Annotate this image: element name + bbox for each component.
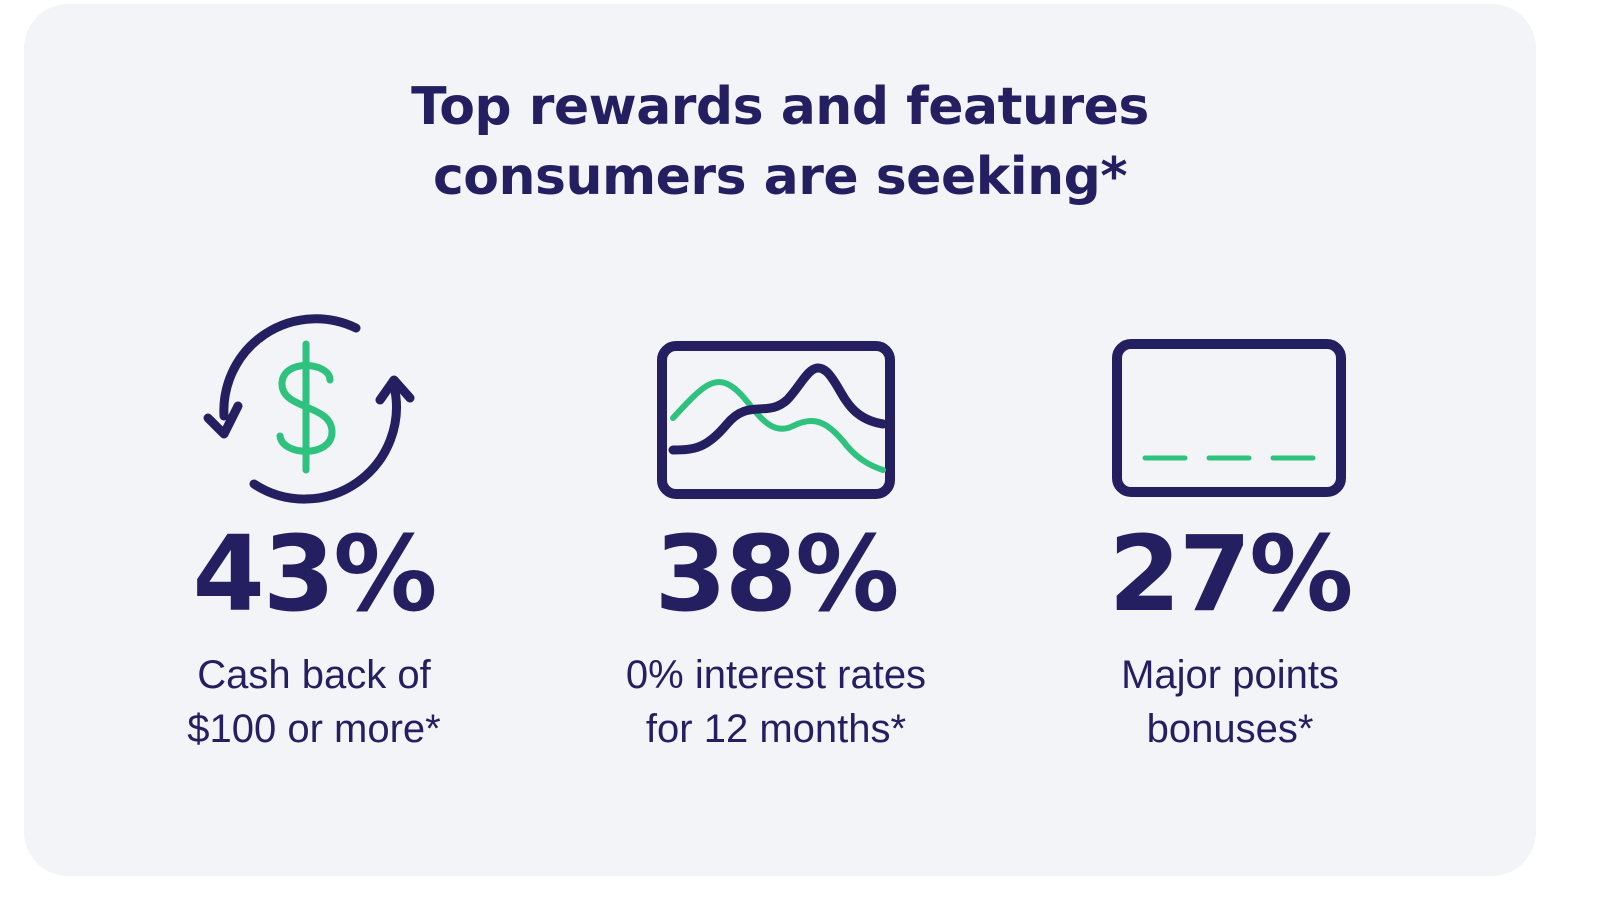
page-title: Top rewards and features consumers are s… <box>0 72 1560 212</box>
stat-points-bonuses: 27% Major points bonuses* <box>1020 300 1440 770</box>
cash-back-cycle-icon <box>104 300 524 510</box>
credit-card-icon <box>1020 300 1440 510</box>
stat-label-line-1: Cash back of <box>197 653 431 697</box>
stat-label: 0% interest rates for 12 months* <box>566 648 986 756</box>
interest-chart-icon <box>566 300 986 510</box>
stat-value: 38% <box>654 513 900 635</box>
stat-cash-back: 43% Cash back of $100 or more* <box>104 300 524 770</box>
stat-value: 27% <box>1108 513 1354 635</box>
stat-value: 43% <box>192 513 438 635</box>
title-line-1: Top rewards and features <box>411 77 1149 137</box>
stat-label: Major points bonuses* <box>1020 648 1440 756</box>
stat-label-line-2: bonuses* <box>1146 707 1314 751</box>
stat-label-line-2: for 12 months* <box>645 707 907 751</box>
stat-label-line-1: Major points <box>1121 653 1339 697</box>
stat-interest-rates: 38% 0% interest rates for 12 months* <box>566 300 986 770</box>
title-line-2: consumers are seeking* <box>432 147 1128 207</box>
stat-label-line-2: $100 or more* <box>187 707 441 751</box>
interest-chart-svg <box>657 341 895 499</box>
credit-card-svg <box>1112 339 1346 497</box>
infographic-card <box>24 4 1536 876</box>
cash-back-cycle-svg <box>203 314 415 504</box>
stat-label-line-1: 0% interest rates <box>625 653 927 697</box>
stat-label: Cash back of $100 or more* <box>104 648 524 756</box>
